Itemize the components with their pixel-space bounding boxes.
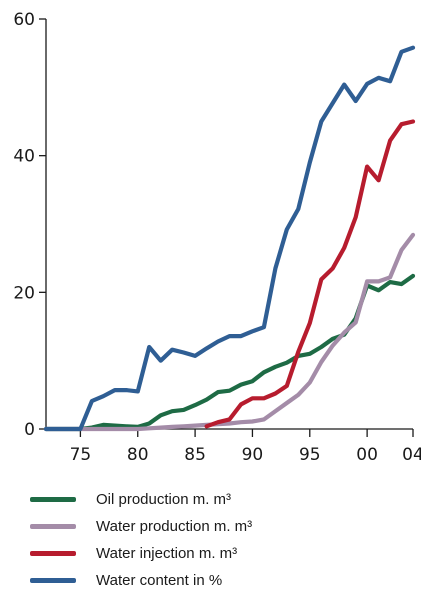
x-tick-label: 90	[242, 445, 264, 465]
series-line-3	[204, 119, 416, 429]
x-tick-label: 85	[184, 445, 206, 465]
x-tick-label: 00	[356, 445, 378, 465]
chart-tick-labels: 0 20 40 60 75 80 85 90 95 00 04	[13, 10, 421, 465]
legend-item: Oil production m. m³	[30, 486, 252, 513]
x-tick-label: 95	[299, 445, 321, 465]
legend-item: Water production m. m³	[30, 513, 252, 540]
legend-label: Oil production m. m³	[96, 491, 232, 508]
legend-label: Water injection m. m³	[96, 545, 238, 562]
legend-label: Water content in %	[96, 572, 223, 589]
x-tick-label: 80	[127, 445, 149, 465]
legend-item: Water injection m. m³	[30, 540, 252, 567]
y-tick-label: 40	[13, 147, 35, 167]
y-tick-label: 0	[24, 420, 35, 440]
legend-swatch	[30, 497, 76, 502]
legend-swatch	[30, 578, 76, 583]
x-tick-label: 04	[402, 445, 421, 465]
series-line-4	[43, 45, 416, 432]
line-chart: 0 20 40 60 75 80 85 90 95 00 04	[13, 10, 421, 465]
chart-series	[43, 45, 416, 432]
legend-item: Water content in %	[30, 567, 252, 594]
x-tick-label: 75	[70, 445, 92, 465]
chart-axes	[39, 18, 414, 437]
y-tick-label: 20	[13, 283, 35, 303]
y-tick-label: 60	[13, 10, 35, 30]
legend-label: Water production m. m³	[96, 518, 253, 535]
series-line-1	[43, 273, 416, 432]
legend-swatch	[30, 551, 76, 556]
legend-swatch	[30, 524, 76, 529]
chart-legend: Oil production m. m³ Water production m. …	[30, 486, 252, 594]
series-line-2	[43, 232, 416, 432]
